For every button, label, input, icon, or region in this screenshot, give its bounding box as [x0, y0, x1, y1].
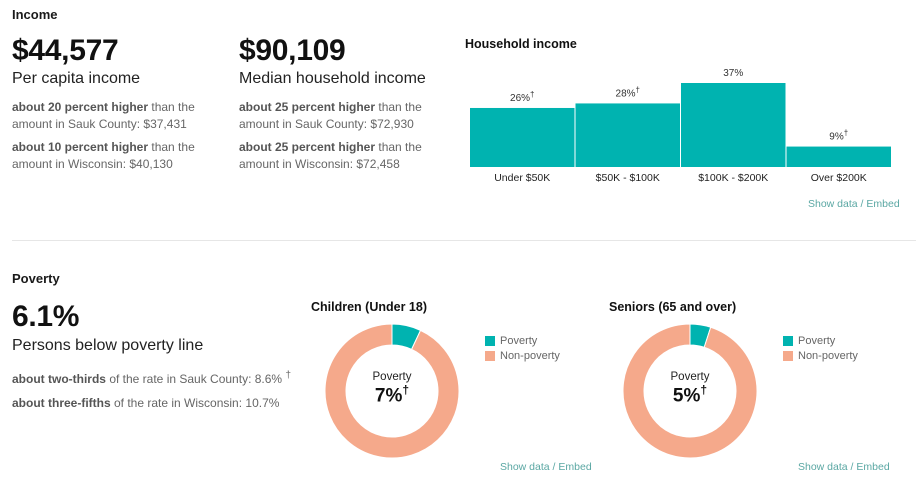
legend-item-non-poverty: Non-poverty: [485, 348, 560, 363]
comparison-bold: about 25 percent higher: [239, 140, 376, 154]
per-capita-income-block: $44,577 Per capita income about 20 perce…: [12, 34, 222, 173]
bar-value-label: 26%†: [510, 90, 534, 104]
legend-label: Non-poverty: [798, 349, 858, 362]
children-legend: Poverty Non-poverty: [485, 333, 560, 363]
donut-value-text: 7%: [374, 385, 403, 407]
show-data-link[interactable]: Show data: [798, 461, 848, 473]
legend-item-poverty: Poverty: [485, 333, 560, 348]
legend-swatch: [485, 335, 495, 346]
bar-value-label: 37%: [723, 68, 743, 79]
poverty-section-title: Poverty: [12, 271, 60, 286]
legend-label: Poverty: [798, 334, 836, 347]
link-separator: /: [857, 198, 867, 210]
donut-center-value: 7%†: [342, 383, 442, 407]
donut-center-label: Poverty: [372, 371, 412, 383]
link-separator: /: [549, 461, 559, 473]
bar-category-label: Over $200K: [811, 172, 867, 184]
children-poverty-donut-chart: [324, 323, 460, 459]
median-household-income-value: $90,109: [239, 34, 346, 67]
poverty-rate-label: Persons below poverty line: [12, 337, 204, 354]
seniors-poverty-donut-chart: [622, 323, 758, 459]
children-links: Show data / Embed: [500, 461, 592, 473]
show-data-link[interactable]: Show data: [500, 461, 550, 473]
donut-slice-non-poverty: [324, 323, 460, 459]
bar-category-label: Under $50K: [494, 172, 550, 184]
median-household-income-label: Median household income: [239, 70, 426, 87]
comparison-text: than the amount in Wisconsin: $72,458: [239, 140, 422, 171]
comparison-bold: about 10 percent higher: [12, 140, 149, 154]
bar-1: [470, 107, 575, 167]
seniors-donut-center: Poverty 5%†: [640, 371, 740, 407]
donut-slice-non-poverty: [622, 323, 758, 459]
seniors-links: Show data / Embed: [798, 461, 890, 473]
poverty-rate-value: 6.1%: [12, 300, 80, 333]
comparison-bold: about three-fifths: [12, 396, 111, 410]
per-capita-state-comparison: about 10 percent higher than the amount …: [12, 139, 222, 173]
legend-label: Non-poverty: [500, 349, 560, 362]
comparison-text: than the amount in Sauk County: $72,930: [239, 100, 422, 131]
donut-value-marker: †: [402, 383, 410, 397]
comparison-text: than the amount in Wisconsin: $40,130: [12, 140, 195, 171]
bar-3: [681, 83, 786, 167]
comparison-text: than the amount in Sauk County: $37,431: [12, 100, 195, 131]
poverty-county-comparison: about two-thirds of the rate in Sauk Cou…: [12, 367, 312, 388]
comparison-text: of the rate in Sauk County: 8.6%: [105, 372, 283, 386]
median-state-comparison: about 25 percent higher than the amount …: [239, 139, 439, 173]
legend-label: Poverty: [500, 334, 538, 347]
comparison-bold: about 20 percent higher: [12, 100, 149, 114]
legend-item-non-poverty: Non-poverty: [783, 348, 858, 363]
household-income-bar-chart: 26%† Under $50K 28%† $50K - $100K 37% $100K -…: [470, 68, 891, 184]
bar-category-label: $100K - $200K: [698, 172, 768, 184]
poverty-rate-block: 6.1% Persons below poverty line about tw…: [12, 300, 312, 412]
bar-2: [575, 103, 680, 167]
comparison-bold: about 25 percent higher: [239, 100, 376, 114]
children-chart-title: Children (Under 18): [311, 300, 427, 314]
per-capita-income-label: Per capita income: [12, 70, 141, 87]
donut-value-text: 5%: [672, 385, 701, 407]
income-section-title: Income: [12, 7, 58, 22]
household-income-chart-title: Household income: [465, 37, 577, 51]
bar-category-label: $50K - $100K: [596, 172, 660, 184]
donut-center-label: Poverty: [670, 371, 710, 383]
comparison-bold: about two-thirds: [12, 372, 106, 386]
embed-link[interactable]: Embed: [866, 198, 900, 210]
per-capita-income-value: $44,577: [12, 34, 119, 67]
show-data-link[interactable]: Show data: [808, 198, 858, 210]
seniors-legend: Poverty Non-poverty: [783, 333, 858, 363]
median-county-comparison: about 25 percent higher than the amount …: [239, 99, 439, 133]
bar-value-label: 28%†: [616, 85, 640, 99]
per-capita-county-comparison: about 20 percent higher than the amount …: [12, 99, 222, 133]
household-income-links: Show data / Embed: [808, 198, 900, 210]
seniors-chart-title: Seniors (65 and over): [609, 300, 737, 314]
children-donut-center: Poverty 7%†: [342, 371, 442, 407]
comparison-text: of the rate in Wisconsin: 10.7%: [110, 396, 280, 410]
donut-center-value: 5%†: [640, 383, 740, 407]
link-separator: /: [847, 461, 857, 473]
legend-item-poverty: Poverty: [783, 333, 858, 348]
poverty-state-comparison: about three-fifths of the rate in Wiscon…: [12, 395, 312, 412]
legend-swatch: [783, 335, 793, 346]
bar-value-label: 9%†: [829, 129, 848, 143]
legend-swatch: [783, 350, 793, 361]
embed-link[interactable]: Embed: [558, 461, 592, 473]
legend-swatch: [485, 350, 495, 361]
donut-value-marker: †: [700, 383, 708, 397]
comparison-marker: †: [285, 370, 291, 381]
median-household-income-block: $90,109 Median household income about 25…: [239, 34, 439, 173]
section-divider: [12, 240, 916, 241]
embed-link[interactable]: Embed: [856, 461, 890, 473]
bar-4: [786, 146, 891, 167]
